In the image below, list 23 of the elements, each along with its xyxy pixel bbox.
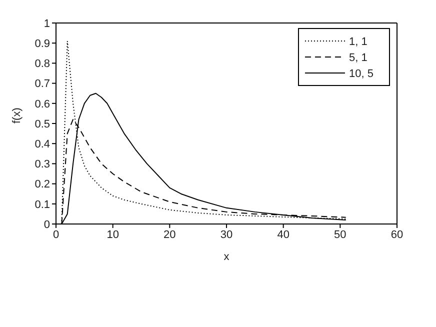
y-tick-label: 0.7 <box>34 78 50 90</box>
y-tick-label: 0.5 <box>34 118 50 130</box>
y-tick-label: 0.1 <box>34 198 50 211</box>
y-axis-title: f(x) <box>10 108 23 124</box>
x-tick-label: 30 <box>220 228 233 241</box>
x-tick-label: 60 <box>390 228 404 241</box>
y-tick-label: 0 <box>44 218 50 231</box>
legend-label: 5, 1 <box>349 52 368 64</box>
x-tick-label: 50 <box>334 228 346 241</box>
y-tick-label: 1 <box>44 18 50 30</box>
x-tick-label: 40 <box>277 228 290 241</box>
y-tick-label: 0.4 <box>34 138 50 151</box>
y-tick-label: 0.9 <box>34 38 50 50</box>
legend-label: 1, 1 <box>349 36 368 48</box>
y-tick-label: 0.6 <box>34 98 50 110</box>
x-tick-label: 20 <box>164 228 176 241</box>
x-tick-label: 0 <box>52 228 60 241</box>
y-tick-label: 0.8 <box>34 58 50 70</box>
y-tick-label: 0.3 <box>34 158 50 171</box>
x-axis-title: x <box>224 251 230 263</box>
y-tick-label: 0.2 <box>34 178 50 191</box>
legend-label: 10, 5 <box>349 68 374 80</box>
x-tick-label: 10 <box>106 228 119 241</box>
